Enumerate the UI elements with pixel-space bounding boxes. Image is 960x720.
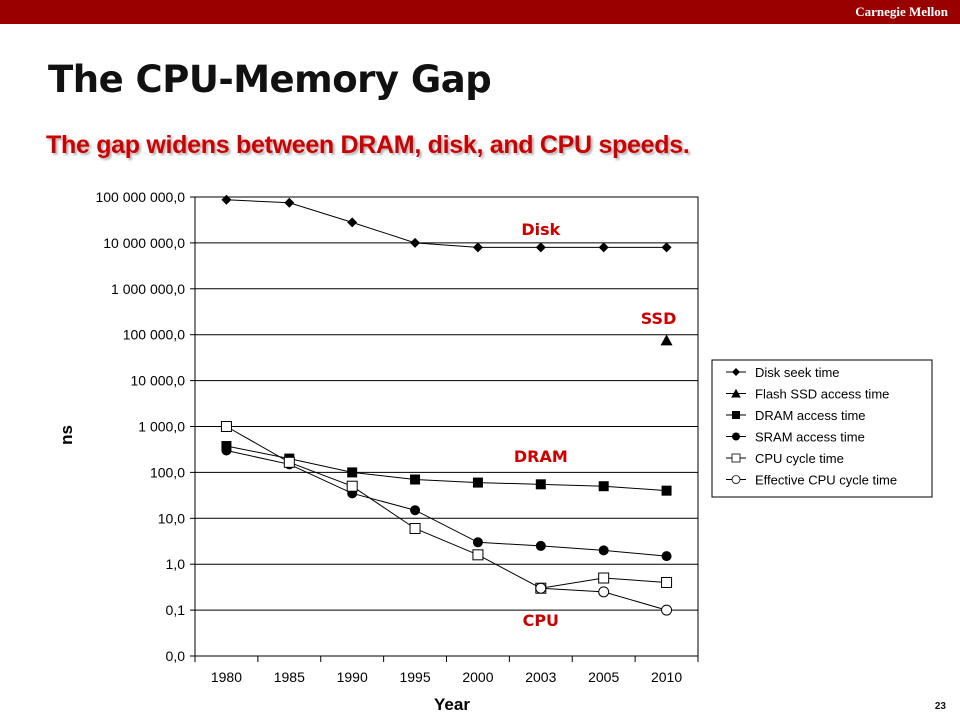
y-tick-label: 10,0 — [158, 510, 185, 526]
y-tick-label: 0,1 — [166, 602, 186, 618]
annotation-ssd: SSD — [641, 309, 677, 328]
cpu-cycle-time-point — [346, 480, 358, 492]
annotation-layer: Disk SSD DRAM CPU — [514, 220, 677, 630]
cpu-cycle-time-point — [472, 549, 484, 561]
dram-access-time-point — [410, 474, 421, 485]
annotation-disk: Disk — [521, 220, 560, 239]
flash-ssd-access-time-point — [660, 334, 673, 346]
brand-label: Carnegie Mellon — [855, 4, 948, 19]
cpu-cycle-time-point — [661, 576, 673, 588]
x-tick-label: 2003 — [525, 669, 556, 685]
cpu-cycle-time-point — [409, 522, 421, 534]
top-bar: Carnegie Mellon — [0, 0, 960, 24]
legend-label: Effective CPU cycle time — [755, 473, 897, 488]
cpu-cycle-time-point — [220, 421, 232, 432]
disk-seek-time-line — [226, 199, 667, 248]
x-axis-title: Year — [434, 695, 470, 714]
legend-marker — [732, 411, 740, 419]
sram-access-time-line — [226, 450, 667, 557]
sram-access-time-point — [221, 445, 232, 456]
y-tick-label: 100,0 — [150, 464, 185, 480]
disk-seek-time-point — [221, 194, 232, 205]
legend-marker — [732, 368, 740, 376]
disk-seek-time-point — [284, 197, 295, 208]
y-tick-label: 1 000 000,0 — [111, 281, 185, 297]
x-tick-label: 1995 — [399, 669, 430, 685]
legend-label: DRAM access time — [755, 408, 866, 423]
dram-access-time-point — [661, 485, 672, 496]
disk-seek-time-point — [661, 242, 672, 253]
y-tick-label: 1 000,0 — [138, 419, 185, 435]
legend-marker — [731, 475, 741, 484]
cpu-cycle-time-point — [598, 572, 610, 584]
dram-access-time-line — [226, 445, 667, 492]
disk-seek-time-point — [410, 237, 421, 248]
legend-box — [711, 359, 933, 498]
dram-access-time-point — [535, 479, 546, 490]
sram-access-time-point — [410, 505, 421, 516]
page-number: 23 — [934, 701, 946, 712]
dram-access-time-point — [347, 467, 358, 478]
sram-access-time-point — [472, 537, 483, 548]
x-tick-label: 2010 — [651, 669, 682, 685]
x-tick-label: 1990 — [337, 669, 368, 685]
y-tick-label: 1,0 — [166, 556, 186, 572]
disk-seek-time-point — [535, 242, 546, 253]
x-tick-label: 2000 — [462, 669, 493, 685]
y-axis-title: ns — [57, 425, 76, 445]
y-tick-label: 10 000 000,0 — [103, 235, 185, 251]
sram-access-time-point — [535, 540, 546, 551]
disk-seek-time-point — [347, 217, 358, 228]
legend-label: CPU cycle time — [755, 451, 844, 466]
y-tick-label: 10 000,0 — [131, 373, 186, 389]
x-tick-label: 1980 — [211, 669, 242, 685]
dram-access-time-point — [598, 481, 609, 492]
legend-label: Disk seek time — [755, 365, 840, 380]
legend-label: SRAM access time — [755, 430, 865, 445]
legend-marker — [731, 388, 741, 398]
series-layer — [220, 194, 673, 616]
effective-cpu-cycle-time-point — [598, 586, 610, 598]
annotation-dram: DRAM — [514, 447, 568, 466]
x-tick-label: 2005 — [588, 669, 619, 685]
annotation-cpu: CPU — [523, 611, 559, 630]
legend-marker — [731, 453, 741, 463]
grid-layer — [195, 196, 698, 657]
x-tick-label: 1985 — [274, 669, 305, 685]
chart-legend: Disk seek time Flash SSD access time DRAM … — [711, 359, 933, 498]
dram-access-time-point — [472, 477, 483, 488]
y-tick-label: 100 000 000,0 — [95, 189, 185, 205]
cpu-cycle-time-line — [226, 426, 667, 589]
legend-label: Flash SSD access time — [755, 387, 889, 402]
slide-subtitle: The gap widens between DRAM, disk, and C… — [46, 131, 690, 159]
axis-layer: 0,0 0,1 1,0 10,0 100,0 1 000,0 10 000,0 100 000… — [95, 189, 699, 685]
legend-marker — [732, 432, 740, 441]
cpu-cycle-time-point — [283, 456, 295, 468]
disk-seek-time-point — [472, 242, 483, 253]
effective-cpu-cycle-time-point — [661, 604, 673, 616]
sram-access-time-point — [598, 545, 609, 556]
slide-title: The CPU-Memory Gap — [48, 58, 492, 101]
disk-seek-time-point — [598, 242, 609, 253]
effective-cpu-cycle-time-point — [535, 582, 547, 594]
sram-access-time-point — [661, 551, 672, 562]
y-tick-label: 0,0 — [166, 648, 186, 664]
y-tick-label: 100 000,0 — [123, 327, 185, 343]
